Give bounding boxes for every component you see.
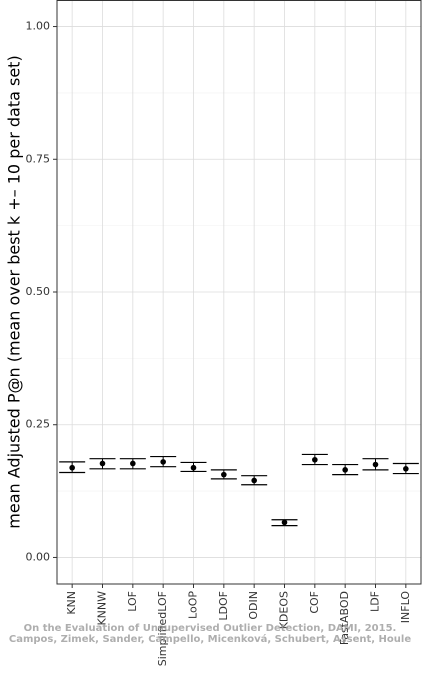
point (281, 519, 288, 526)
x-tick-label: LDF (369, 591, 382, 612)
point (130, 460, 136, 467)
x-tick-label: LOF (126, 591, 139, 612)
point (69, 464, 75, 471)
y-axis-title: mean Adjusted P@n (mean over best k +– 1… (5, 55, 24, 528)
y-tick-label: 0.50 (26, 285, 51, 298)
x-tick-label: KNN (65, 591, 78, 615)
x-tick-label: ODIN (247, 591, 260, 620)
x-tick-label: INFLO (399, 591, 412, 624)
y-tick-label: 0.00 (26, 550, 51, 563)
point (403, 465, 409, 472)
y-tick-label: 0.75 (26, 152, 51, 165)
point (160, 459, 166, 465)
x-tick-label: SimplifiedLOF (156, 591, 169, 666)
x-tick-label: FastABOD (338, 591, 351, 645)
y-tick-label: 1.00 (26, 20, 51, 33)
watermark: Campos, Zimek, Sander, Campello, Micenko… (9, 633, 411, 645)
point (312, 456, 318, 463)
point (342, 467, 348, 473)
x-tick-label: LDOF (217, 591, 230, 621)
x-tick-label: COF (308, 591, 321, 614)
x-tick-label: KNNW (96, 591, 109, 626)
point (221, 471, 227, 478)
y-tick-label: 0.25 (26, 418, 51, 431)
point (99, 460, 106, 467)
point (372, 461, 379, 468)
point (251, 477, 257, 484)
x-tick-label: KDEOS (278, 591, 291, 629)
x-tick-label: LoOP (187, 591, 200, 619)
watermark: On the Evaluation of Unsupervised Outlie… (24, 623, 397, 634)
point (190, 464, 197, 471)
plot-border (56, 0, 422, 585)
